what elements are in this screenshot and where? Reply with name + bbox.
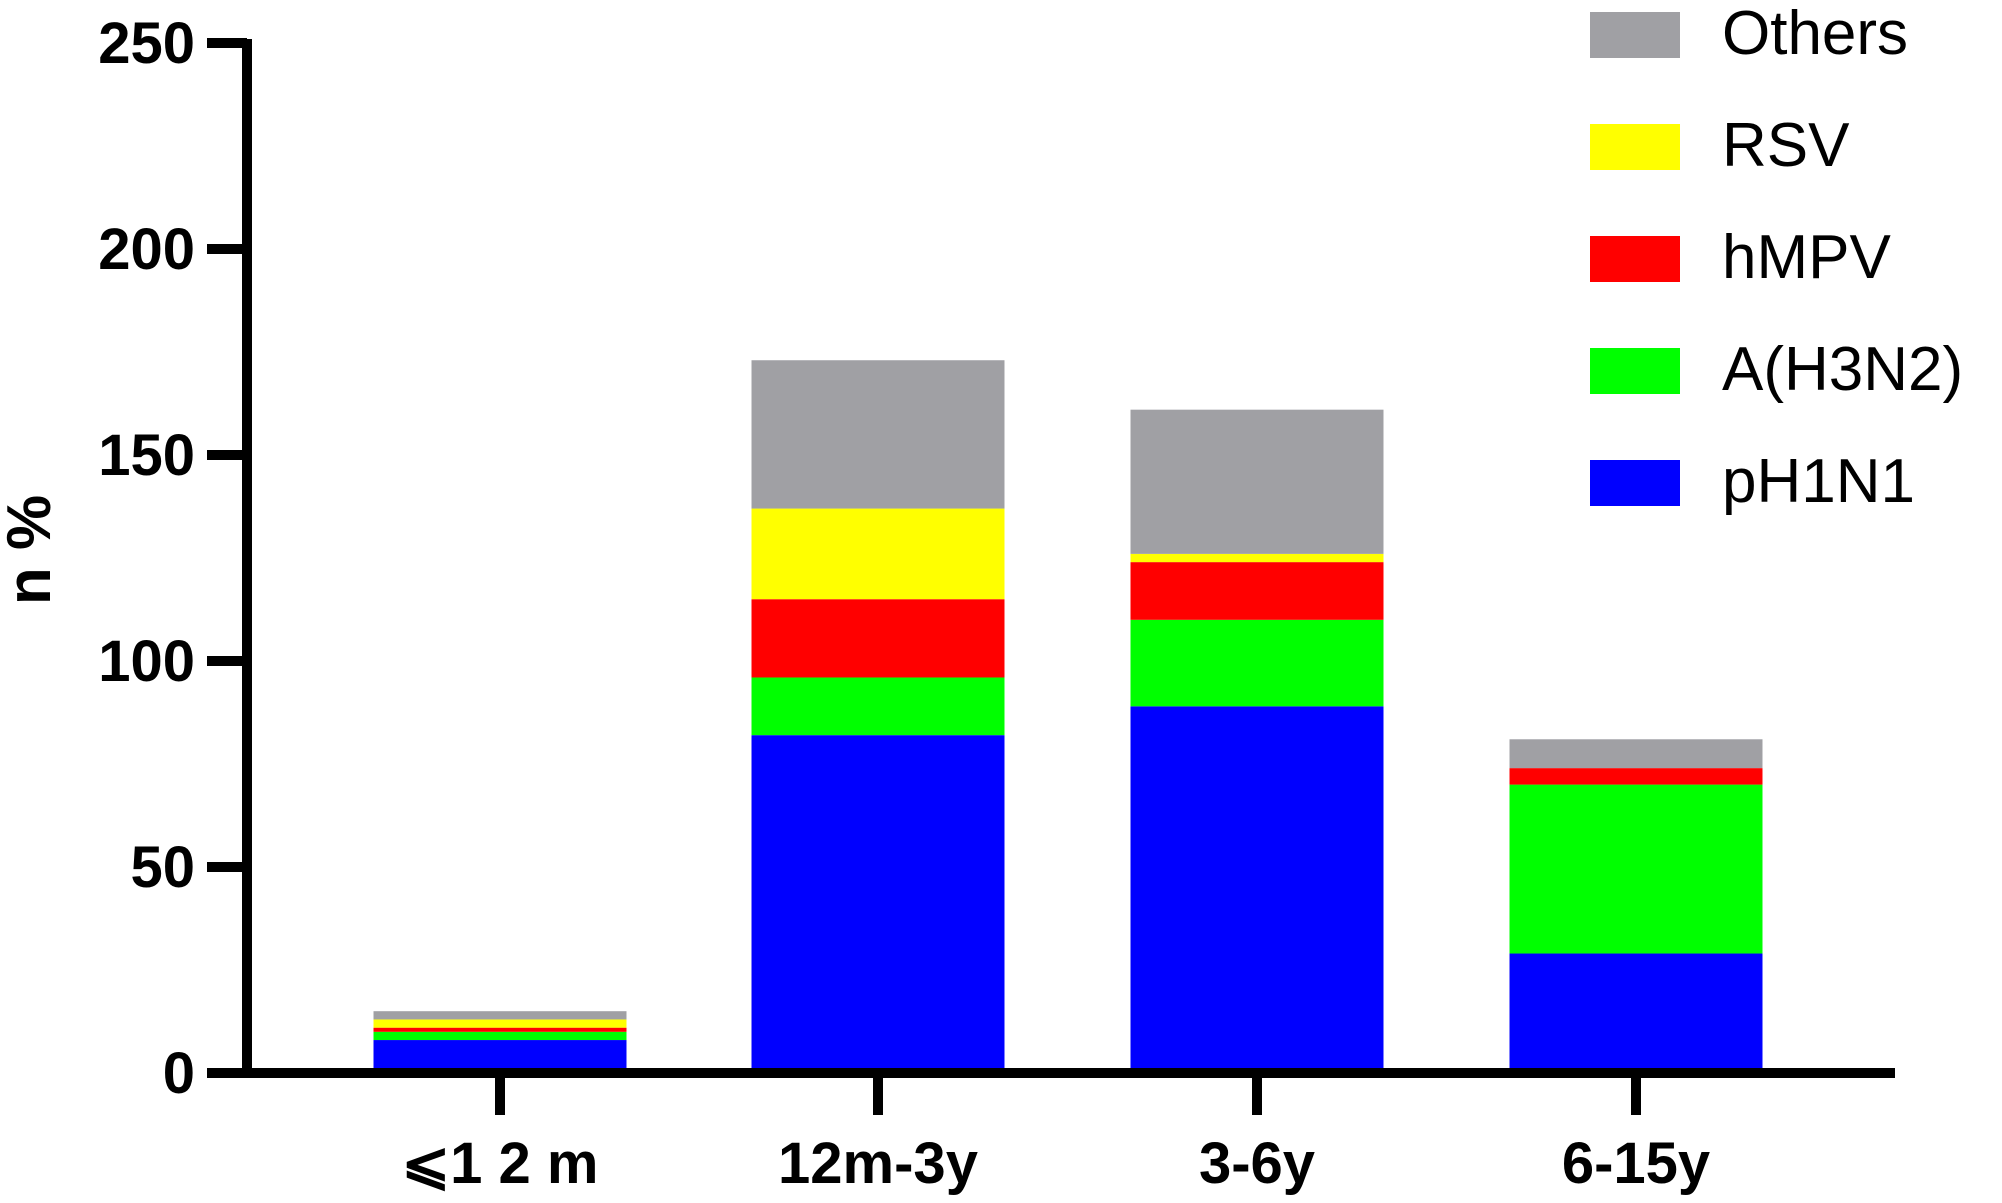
- legend-label-a-h3n2-: A(H3N2): [1722, 335, 1963, 404]
- bar-segment-a-h3n2--3: [1509, 784, 1763, 954]
- bar-segment-a-h3n2--0: [373, 1031, 627, 1041]
- y-tick-label-0: 0: [163, 1041, 195, 1106]
- bar-segment-hmpv-3: [1509, 768, 1763, 785]
- bar-segment-others-0: [373, 1011, 627, 1020]
- bar-segment-rsv-2: [1130, 553, 1384, 563]
- x-tick-label-3: 6-15y: [1562, 1131, 1710, 1196]
- legend-swatch-a-h3n2-: [1590, 348, 1680, 394]
- bar-segment-hmpv-1: [751, 599, 1005, 678]
- legend-swatch-hmpv: [1590, 236, 1680, 282]
- x-tick-label-0: ⩽1 2 m: [402, 1131, 599, 1196]
- bar-segment-others-3: [1509, 739, 1763, 769]
- y-tick-label-100: 100: [98, 629, 195, 694]
- legend-label-rsv: RSV: [1722, 111, 1850, 180]
- legend-label-hmpv: hMPV: [1722, 223, 1891, 292]
- y-tick-label-150: 150: [98, 423, 195, 488]
- x-tick-label-1: 12m-3y: [778, 1131, 978, 1196]
- bar-segment-ph1n1-0: [373, 1040, 627, 1073]
- y-tick-label-250: 250: [98, 11, 195, 76]
- legend-swatch-ph1n1: [1590, 460, 1680, 506]
- bar-segment-ph1n1-2: [1130, 706, 1384, 1073]
- legend: Others RSV hMPV A(H3N2) pH1N1: [1590, 0, 1963, 516]
- legend-swatch-others: [1590, 12, 1680, 58]
- x-tick-label-2: 3-6y: [1199, 1131, 1315, 1196]
- axes-layer: 0 50 100 150 200 250 ⩽1 2 m 12m-3y 3-6y 6-15y: [98, 11, 1895, 1196]
- bar-segment-hmpv-2: [1130, 562, 1384, 620]
- y-axis-title: n %: [0, 495, 64, 605]
- legend-label-ph1n1: pH1N1: [1722, 447, 1915, 516]
- bar-segment-a-h3n2--2: [1130, 619, 1384, 707]
- legend-label-others: Others: [1722, 0, 1908, 68]
- legend-swatch-rsv: [1590, 124, 1680, 170]
- bars-layer: [373, 360, 1763, 1073]
- bar-segment-ph1n1-1: [751, 735, 1005, 1073]
- bar-segment-ph1n1-3: [1509, 953, 1763, 1073]
- bar-segment-others-2: [1130, 409, 1384, 554]
- y-tick-label-200: 200: [98, 217, 195, 282]
- bar-segment-rsv-1: [751, 508, 1005, 600]
- y-tick-label-50: 50: [130, 835, 195, 900]
- bar-segment-a-h3n2--1: [751, 677, 1005, 736]
- bar-segment-hmpv-0: [373, 1027, 627, 1032]
- bar-segment-others-1: [751, 360, 1005, 509]
- bar-segment-rsv-0: [373, 1019, 627, 1028]
